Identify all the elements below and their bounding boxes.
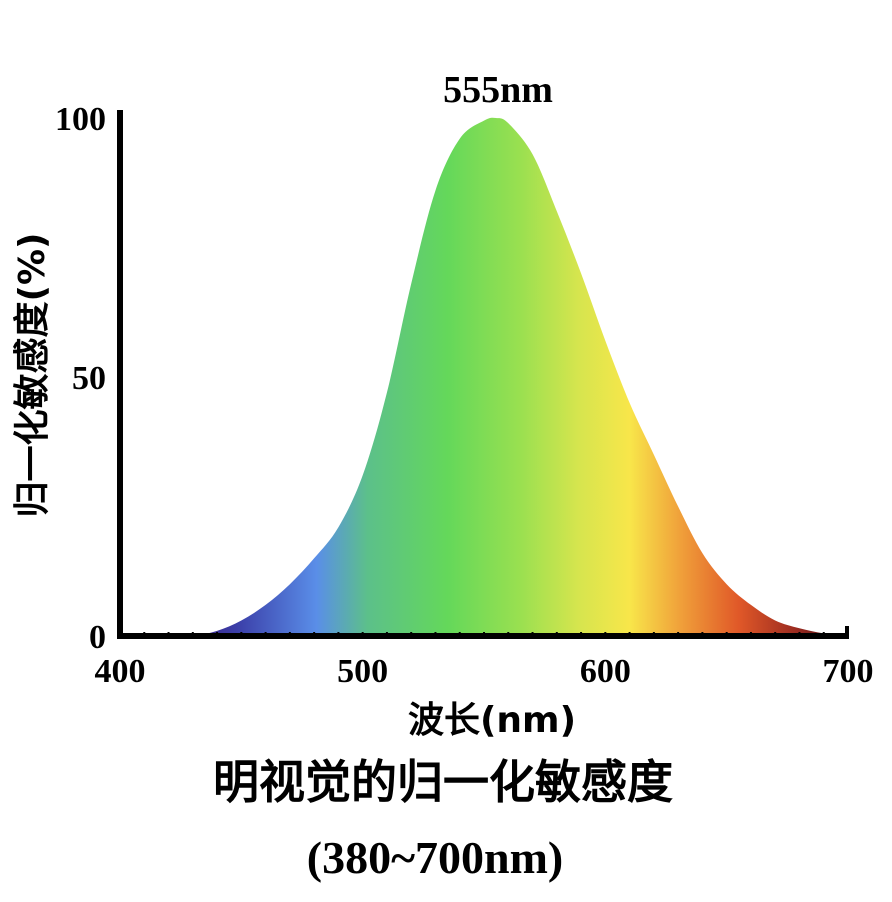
y-axis-title: 归一化敏感度(%) xyxy=(12,233,53,518)
x-tick-label: 500 xyxy=(337,653,388,690)
axes xyxy=(117,110,849,639)
caption-title: 明视觉的归一化敏感度 xyxy=(213,755,673,809)
peak-annotation: 555nm xyxy=(443,69,553,111)
series-sensitivity-area xyxy=(120,117,848,636)
spectrum-area xyxy=(120,117,848,636)
x-tick-label: 700 xyxy=(823,653,874,690)
y-tick-label: 0 xyxy=(89,619,106,656)
x-tick-label: 600 xyxy=(580,653,631,690)
y-tick-label: 50 xyxy=(72,360,106,397)
caption-range: (380~700nm) xyxy=(306,832,564,883)
x-axis-title: 波长(nm) xyxy=(408,700,576,741)
tick-labels: 400 500 600 700 0 50 100 xyxy=(55,101,874,690)
x-tick-label: 400 xyxy=(95,653,146,690)
y-tick-label: 100 xyxy=(55,101,106,138)
